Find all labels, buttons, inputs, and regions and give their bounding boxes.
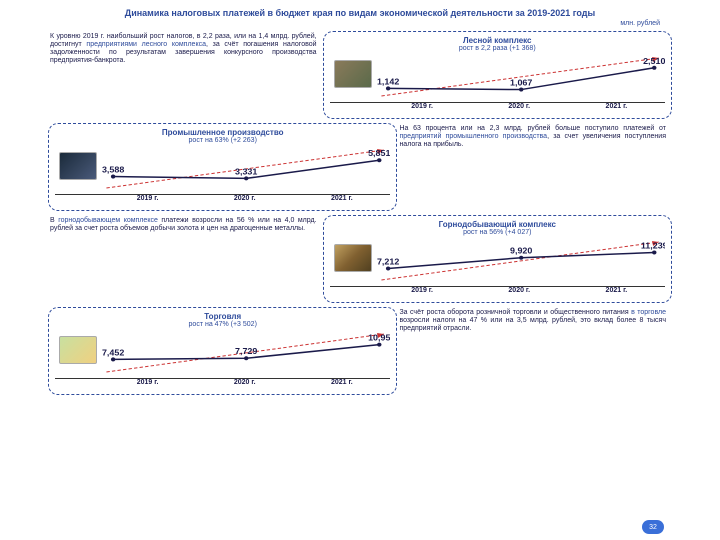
page-title: Динамика налоговых платежей в бюджет кра…: [48, 8, 672, 18]
chart-plot: 7,212 9,920 11,239: [330, 238, 665, 286]
chart-column: Горнодобывающий комплексрост на 56% (+4 …: [323, 215, 672, 303]
svg-text:7,212: 7,212: [377, 257, 400, 266]
svg-text:3,331: 3,331: [235, 167, 258, 176]
chart-x-axis: 2019 г.2020 г.2021 г.: [55, 194, 390, 202]
chart-title: Торговля: [55, 312, 390, 321]
svg-text:7,452: 7,452: [102, 348, 125, 357]
content-row: К уровню 2019 г. наибольший рост налогов…: [48, 31, 672, 119]
svg-text:2,510: 2,510: [643, 56, 665, 65]
page-number-badge: 32: [642, 520, 664, 534]
content-row: Торговлярост на 47% (+3 502) 7,452 7,729 10…: [48, 307, 672, 395]
chart-subtitle: рост на 63% (+2 263): [55, 137, 390, 144]
svg-text:5,851: 5,851: [368, 149, 390, 158]
content-rows: К уровню 2019 г. наибольший рост налогов…: [48, 31, 672, 395]
chart-title: Лесной комплекс: [330, 36, 665, 45]
description-text: На 63 процента или на 2,3 млрд. рублей б…: [397, 123, 672, 211]
chart-column: Промышленное производстворост на 63% (+2…: [48, 123, 397, 211]
svg-text:11,239: 11,239: [640, 241, 665, 250]
chart-x-axis: 2019 г.2020 г.2021 г.: [55, 378, 390, 386]
svg-text:7,729: 7,729: [235, 347, 258, 356]
chart-x-axis: 2019 г.2020 г.2021 г.: [330, 286, 665, 294]
description-text: За счёт роста оборота розничной торговли…: [397, 307, 672, 395]
description-text: К уровню 2019 г. наибольший рост налогов…: [48, 31, 323, 119]
svg-text:1,067: 1,067: [510, 78, 533, 87]
chart-column: Торговлярост на 47% (+3 502) 7,452 7,729 10…: [48, 307, 397, 395]
chart-plot: 3,588 3,331 5,851: [55, 146, 390, 194]
chart-x-axis: 2019 г.2020 г.2021 г.: [330, 102, 665, 110]
svg-text:9,920: 9,920: [510, 246, 533, 255]
svg-text:10,95: 10,95: [368, 333, 390, 342]
chart-title: Промышленное производство: [55, 128, 390, 137]
content-row: В горнодобывающем комплексе платежи возр…: [48, 215, 672, 303]
chart-subtitle: рост на 56% (+4 027): [330, 229, 665, 236]
chart-column: Лесной комплексрост в 2,2 раза (+1 368) 1…: [323, 31, 672, 119]
svg-text:3,588: 3,588: [102, 165, 125, 174]
content-row: Промышленное производстворост на 63% (+2…: [48, 123, 672, 211]
chart-subtitle: рост на 47% (+3 502): [55, 321, 390, 328]
chart-subtitle: рост в 2,2 раза (+1 368): [330, 45, 665, 52]
svg-text:1,142: 1,142: [377, 77, 400, 86]
description-text: В горнодобывающем комплексе платежи возр…: [48, 215, 323, 303]
chart-title: Горнодобывающий комплекс: [330, 220, 665, 229]
chart-plot: 1,142 1,067 2,510: [330, 54, 665, 102]
units-label: млн. рублей: [48, 20, 672, 27]
chart-plot: 7,452 7,729 10,95: [55, 330, 390, 378]
